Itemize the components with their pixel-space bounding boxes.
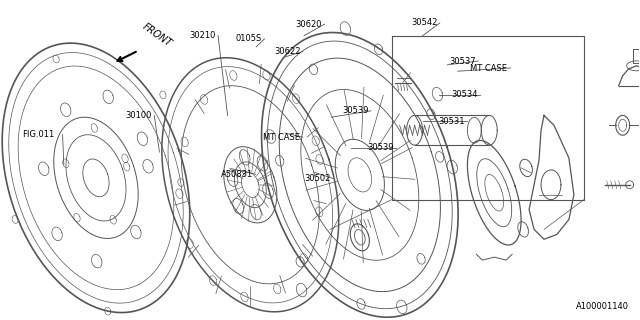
Text: MT CASE: MT CASE [262, 133, 300, 142]
Text: 30542: 30542 [411, 19, 438, 28]
Text: 30537: 30537 [449, 57, 476, 66]
Text: A50831: A50831 [221, 170, 253, 179]
Text: 30531: 30531 [438, 117, 465, 126]
Text: FRONT: FRONT [140, 21, 173, 48]
Text: 30534: 30534 [451, 91, 478, 100]
Text: 30539: 30539 [342, 106, 369, 115]
Text: 30100: 30100 [125, 111, 152, 120]
Text: 30210: 30210 [189, 31, 216, 40]
Text: FIG.011: FIG.011 [22, 130, 54, 139]
Text: 30620: 30620 [296, 20, 323, 29]
Text: 0105S: 0105S [236, 34, 262, 43]
Text: A100001140: A100001140 [575, 302, 628, 311]
Text: 30622: 30622 [274, 47, 301, 56]
Text: 30539: 30539 [368, 143, 394, 152]
Text: MT CASE: MT CASE [470, 63, 508, 73]
Text: 30502: 30502 [304, 174, 330, 183]
